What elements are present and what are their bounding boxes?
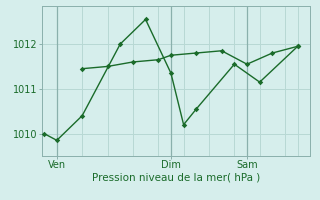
X-axis label: Pression niveau de la mer( hPa ): Pression niveau de la mer( hPa ) <box>92 173 260 183</box>
